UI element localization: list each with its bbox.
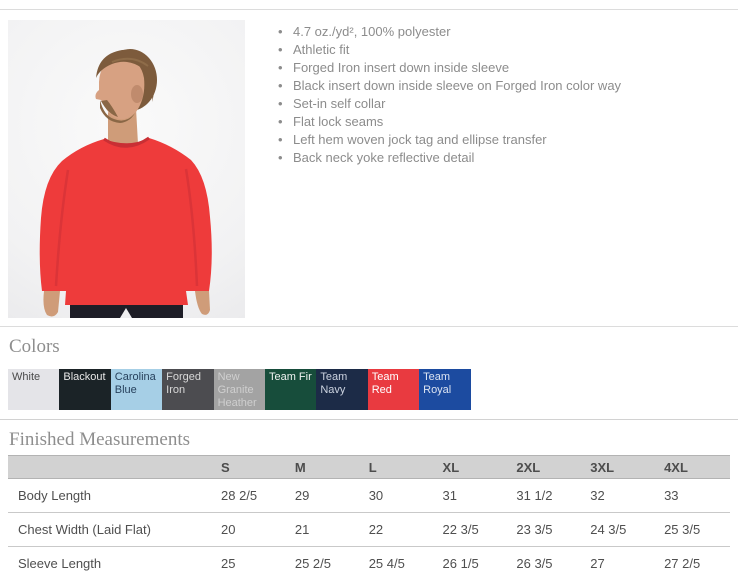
feature-item: • Set-in self collar <box>272 95 732 113</box>
column-header-s: S <box>213 455 287 479</box>
cell-value: 25 <box>221 556 236 572</box>
color-swatch-new-granite-heather[interactable]: New Granite Heather <box>213 369 265 410</box>
column-header-xl: XL <box>434 455 509 479</box>
feature-list: • 4.7 oz./yd², 100% polyester • Athletic f… <box>272 23 732 167</box>
feature-item: • Athletic fit <box>272 41 732 59</box>
feature-text: Left hem woven jock tag and ellipse tran… <box>293 132 547 147</box>
cell-value: 23 3/5 <box>508 512 583 547</box>
swatch-label: White <box>12 371 41 383</box>
swatch-label: Forged Iron <box>166 371 202 396</box>
feature-text: Athletic fit <box>293 42 350 57</box>
color-swatch-team-royal[interactable]: Team Royal <box>419 369 471 410</box>
table-row-chest-width: Chest Width (Laid Flat) 20 21 22 22 3/5 … <box>8 512 730 547</box>
column-header-3xl: 3XL <box>582 455 657 479</box>
feature-text: 4.7 oz./yd², 100% polyester <box>293 24 451 39</box>
cell-value: 24 3/5 <box>582 512 657 547</box>
row-label: Body Length <box>8 478 213 513</box>
measurements-section-title: Finished Measurements <box>9 429 191 450</box>
cell-value: 25 2/5 <box>294 556 331 572</box>
feature-text: Set-in self collar <box>293 96 386 111</box>
swatch-label: Team Navy <box>320 371 348 396</box>
feature-item: • 4.7 oz./yd², 100% polyester <box>272 23 732 41</box>
bullet-icon: • <box>278 114 283 129</box>
color-swatch-forged-iron[interactable]: Forged Iron <box>162 369 214 410</box>
column-header-blank <box>8 455 213 479</box>
table-row-sleeve-length: Sleeve Length 25 25 2/5 25 4/5 26 1/5 26… <box>8 547 730 581</box>
table-row-body-length: Body Length 28 2/5 29 30 31 31 1/2 32 33 <box>8 478 730 513</box>
color-swatch-team-navy[interactable]: Team Navy <box>316 369 368 410</box>
bullet-icon: • <box>278 60 283 75</box>
cell-value: 31 1/2 <box>508 478 583 513</box>
color-swatch-team-red[interactable]: Team Red <box>367 369 420 410</box>
swatch-label: Team Red <box>371 371 399 396</box>
swatch-label: Team Fir <box>268 371 312 383</box>
bullet-icon: • <box>278 78 283 93</box>
cell-value: 22 <box>360 512 435 547</box>
feature-text: Back neck yoke reflective detail <box>293 150 475 165</box>
product-photo <box>8 20 245 318</box>
feature-text: Black insert down inside sleeve on Forge… <box>293 78 622 93</box>
row-label: Sleeve Length <box>18 556 102 572</box>
cell-value: 22 3/5 <box>434 512 509 547</box>
cell-value: 29 <box>286 478 361 513</box>
feature-item: • Black insert down inside sleeve on Forg… <box>272 77 732 95</box>
column-header-4xl: 4XL <box>656 455 730 479</box>
bullet-icon: • <box>278 150 283 165</box>
feature-item: • Forged Iron insert down inside sleeve <box>272 59 732 77</box>
bullet-icon: • <box>278 96 283 111</box>
column-header-2xl: 2XL <box>508 455 583 479</box>
bullet-icon: • <box>278 132 283 147</box>
bullet-icon: • <box>278 24 283 39</box>
color-swatch-blackout[interactable]: Blackout <box>59 369 111 410</box>
cell-value: 25 4/5 <box>368 556 405 572</box>
feature-item: • Back neck yoke reflective detail <box>272 149 732 167</box>
color-swatch-white[interactable]: White <box>8 369 60 410</box>
cell-value: 27 <box>590 556 605 572</box>
cell-value: 27 2/5 <box>664 556 701 572</box>
feature-item: • Flat lock seams <box>272 113 732 131</box>
column-header-m: M <box>286 455 361 479</box>
colors-section-title: Colors <box>9 336 60 357</box>
cell-value: 21 <box>286 512 361 547</box>
color-swatch-row: White Blackout Carolina Blue Forged Iron… <box>8 369 471 410</box>
cell-value: 28 2/5 <box>213 478 287 513</box>
column-header-l: L <box>360 455 435 479</box>
cell-value: 25 3/5 <box>656 512 730 547</box>
cell-value: 32 <box>582 478 657 513</box>
colors-section-divider <box>0 326 738 327</box>
swatch-label: Carolina Blue <box>114 371 156 396</box>
top-divider <box>0 9 738 10</box>
swatch-label: Team Royal <box>423 371 452 396</box>
color-swatch-carolina-blue[interactable]: Carolina Blue <box>110 369 163 410</box>
cell-value: 31 <box>434 478 509 513</box>
model-illustration <box>39 49 212 318</box>
color-swatch-team-fir[interactable]: Team Fir <box>264 369 317 410</box>
feature-text: Forged Iron insert down inside sleeve <box>293 60 510 75</box>
feature-text: Flat lock seams <box>293 114 384 129</box>
bullet-icon: • <box>278 42 283 57</box>
measurements-table: S M L XL 2XL 3XL 4XL Body Length 28 2/5 … <box>8 455 730 581</box>
cell-value: 20 <box>213 512 287 547</box>
cell-value: 26 3/5 <box>516 556 553 572</box>
cell-value: 33 <box>656 478 730 513</box>
table-header-row: S M L XL 2XL 3XL 4XL <box>8 455 730 479</box>
feature-item: • Left hem woven jock tag and ellipse tra… <box>272 131 732 149</box>
measurements-section-divider <box>0 419 738 420</box>
row-label: Chest Width (Laid Flat) <box>8 512 213 547</box>
cell-value: 26 1/5 <box>442 556 479 572</box>
swatch-label: Blackout <box>63 371 106 383</box>
swatch-label: New Granite Heather <box>217 371 257 409</box>
cell-value: 30 <box>360 478 435 513</box>
